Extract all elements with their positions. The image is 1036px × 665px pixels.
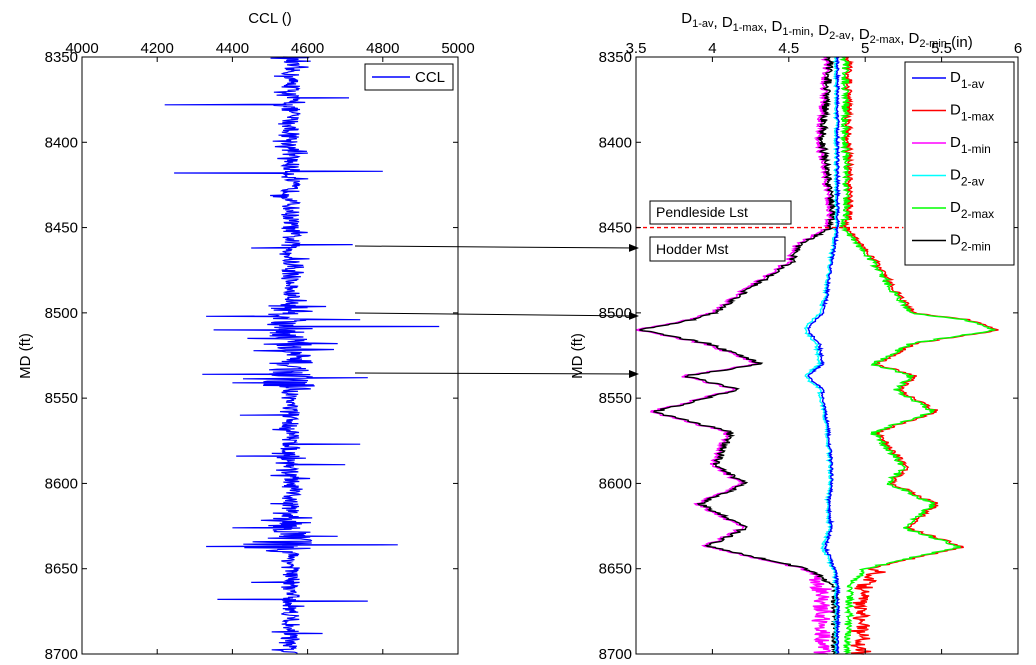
x-tick-label: 4 (708, 40, 716, 57)
title-part: , D (810, 22, 829, 39)
diameter-y-ticks: 8350 8400 8450 8500 8550 8600 8650 8700 (599, 49, 1018, 663)
x-tick-label: 4000 (65, 40, 98, 57)
title-part: , D (850, 26, 869, 43)
x-tick-label: 4200 (141, 40, 174, 57)
ccl-y-axis-label: MD (ft) (17, 333, 34, 379)
x-tick-label: 4600 (291, 40, 324, 57)
pendleside-label-box (649, 200, 792, 225)
diameter-series (636, 56, 999, 655)
ccl-legend-label: CCL (415, 69, 445, 86)
y-tick-label: 8350 (599, 49, 632, 66)
title-subscript: 1-max (733, 22, 764, 34)
legend-label: D1-max (950, 102, 994, 124)
correlation-arrows (354, 243, 639, 378)
diameter-chart: 3.5 4 4.5 5 5.5 6 8350 8400 8450 8500 8550 8600 865… (569, 10, 1022, 663)
x-tick-label: 6 (1014, 40, 1022, 57)
y-tick-label: 8650 (599, 561, 632, 578)
ccl-y-ticks: 8350 8400 8450 8500 8550 8600 8650 8700 (45, 49, 458, 663)
x-tick-label: 4.5 (778, 40, 799, 57)
y-tick-label: 8650 (45, 561, 78, 578)
title-subscript: 1-av (692, 18, 714, 30)
hodder-label-text: Hodder Mst (656, 241, 728, 257)
diameter-legend: D1-av D1-max D1-min D2-av D2-max D2-min (904, 61, 1015, 266)
y-tick-label: 8700 (45, 646, 78, 663)
legend-label: D1-av (950, 69, 984, 91)
title-subscript: 2-min (919, 38, 947, 50)
title-part: (in) (947, 34, 973, 51)
title-part: D (681, 10, 692, 27)
arrow-8503 (354, 311, 639, 320)
y-tick-label: 8700 (599, 646, 632, 663)
y-tick-label: 8500 (599, 305, 632, 322)
x-tick-label: 4800 (366, 40, 399, 57)
title-part: , D (763, 18, 782, 35)
legend-label: D2-min (950, 232, 991, 254)
y-tick-label: 8600 (45, 475, 78, 492)
ccl-axes-frame (81, 56, 459, 655)
pendleside-label-text: Pendleside Lst (656, 204, 748, 220)
ccl-x-ticks: 4000 4200 4400 4600 4800 5000 (65, 40, 475, 654)
diameter-y-axis-label: MD (ft) (569, 333, 586, 379)
y-tick-label: 8600 (599, 475, 632, 492)
title-subscript: 1-min (782, 26, 810, 38)
diameter-legend-box (904, 61, 1015, 266)
y-tick-label: 8550 (599, 390, 632, 407)
diameter-axes-frame (635, 56, 1019, 655)
ccl-axis-title: CCL () (248, 10, 292, 27)
y-tick-label: 8350 (45, 49, 78, 66)
d2-av-line (803, 56, 841, 655)
ccl-chart: 4000 4200 4400 4600 4800 5000 8350 8400 8450 850… (17, 10, 475, 663)
hodder-label-box (649, 236, 786, 262)
y-tick-label: 8450 (599, 220, 632, 237)
legend-label: D1-min (950, 134, 991, 156)
ccl-series (164, 56, 440, 654)
d2-min-line (639, 56, 842, 655)
arrow-8460 (354, 243, 639, 252)
x-tick-label: 5000 (441, 40, 474, 57)
title-subscript: 2-max (870, 34, 901, 46)
title-part: , D (900, 30, 919, 47)
diameter-x-ticks: 3.5 4 4.5 5 5.5 6 (626, 40, 1022, 654)
x-tick-label: 3.5 (626, 40, 647, 57)
x-tick-label: 5 (861, 40, 869, 57)
y-tick-label: 8400 (45, 134, 78, 151)
x-tick-label: 4400 (216, 40, 249, 57)
ccl-legend: CCL (364, 63, 454, 91)
y-tick-label: 8450 (45, 220, 78, 237)
title-subscript: 2-av (829, 30, 851, 42)
d2-max-line (838, 56, 996, 655)
ccl-line (164, 56, 440, 654)
title-part: , D (713, 14, 732, 31)
y-tick-label: 8400 (599, 134, 632, 151)
y-tick-label: 8500 (45, 305, 78, 322)
diameter-legend-entries: D1-av D1-max D1-min D2-av D2-max D2-min (912, 69, 994, 254)
y-tick-label: 8550 (45, 390, 78, 407)
x-tick-label: 5.5 (931, 40, 952, 57)
ccl-plot-area (82, 57, 458, 654)
diameter-axis-title: D1-av, D1-max, D1-min, D2-av, D2-max, D2… (681, 10, 973, 51)
hodder-label: Hodder Mst (649, 236, 786, 262)
d1-av-line (807, 56, 842, 655)
legend-label: D2-av (950, 167, 984, 189)
legend-label: D2-max (950, 199, 994, 221)
arrow-8538 (354, 369, 639, 378)
pendleside-label: Pendleside Lst (649, 200, 792, 225)
